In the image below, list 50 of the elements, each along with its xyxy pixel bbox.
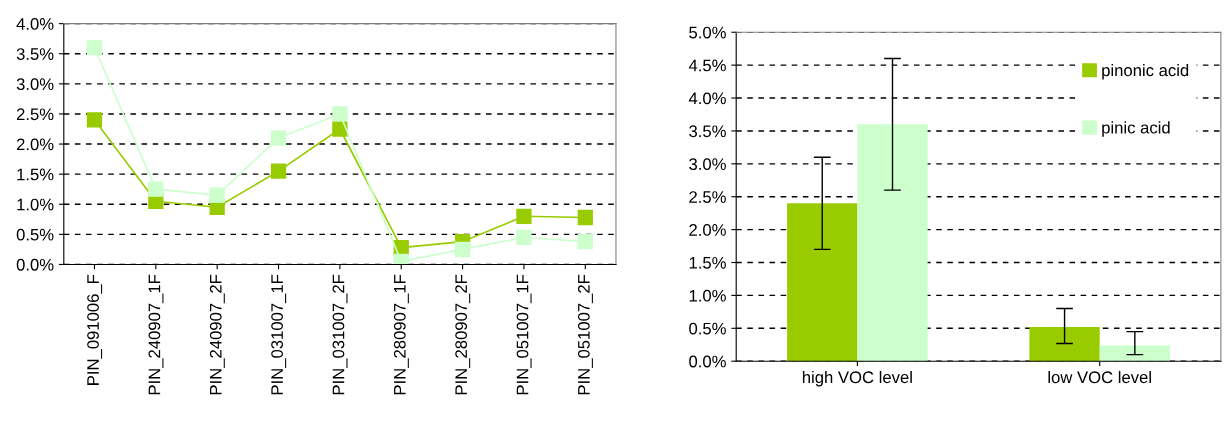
x-tick-label: high VOC level <box>802 370 912 387</box>
y-tick-label: 0.0% <box>16 258 54 271</box>
point <box>332 121 348 137</box>
x-tick-label: PIN_051007_1F <box>516 274 532 395</box>
bar <box>1099 345 1170 362</box>
y-tick-label: 2.0% <box>16 138 54 151</box>
y-tick-label: 1.5% <box>689 256 726 269</box>
point <box>270 130 287 146</box>
y-tick-label: 4.5% <box>688 59 726 72</box>
y-tick-label: 1.0% <box>689 289 726 302</box>
point <box>86 112 103 128</box>
y-tick-label: 0.5% <box>689 322 726 335</box>
y-tick-label: 2.5% <box>16 108 54 121</box>
point <box>454 241 471 258</box>
point <box>209 187 225 203</box>
y-tick-label: 1.5% <box>17 168 54 181</box>
y-tick-label: 1.0% <box>17 198 54 211</box>
legend-label: pinonic acid <box>1102 64 1189 80</box>
y-tick-label: 3.0% <box>16 78 54 91</box>
x-tick-label: PIN_031007_2F <box>332 274 348 395</box>
point <box>148 181 164 197</box>
y-tick-label: 4.0% <box>688 92 726 105</box>
bar <box>1029 326 1100 362</box>
point <box>332 106 348 122</box>
y-tick-label: 4.0% <box>16 18 54 30</box>
bar <box>857 124 928 362</box>
y-tick-label: 3.5% <box>689 125 726 138</box>
legend-label: pinic acid <box>1102 121 1170 137</box>
y-tick-label: 2.0% <box>689 224 726 236</box>
y-tick-label: 2.5% <box>689 191 726 203</box>
y-tick-label: 3.5% <box>16 48 54 60</box>
y-tick-label: 0.5% <box>16 228 54 241</box>
x-tick-label: PIN_240907_1F <box>148 274 164 395</box>
y-tick-label: 3.0% <box>689 158 726 171</box>
x-tick-label: PIN_051007_2F <box>577 274 593 395</box>
y-tick-label: 5.0% <box>689 26 726 39</box>
point <box>577 233 593 250</box>
x-tick-label: PIN_240907_2F <box>209 274 225 395</box>
point <box>86 40 103 56</box>
y-tick-label: 0.0% <box>689 355 726 368</box>
x-tick-label: low VOC level <box>1048 370 1151 384</box>
point <box>270 163 287 179</box>
point <box>516 229 532 245</box>
x-tick-label: PIN_280907_1F <box>393 274 409 395</box>
x-tick-label: PIN_031007_1F <box>271 274 287 395</box>
bar <box>787 203 858 362</box>
x-tick-label: PIN_091006_F <box>87 274 103 385</box>
point <box>577 209 593 226</box>
point <box>516 208 532 224</box>
x-tick-label: PIN_280907_2F <box>455 274 471 395</box>
